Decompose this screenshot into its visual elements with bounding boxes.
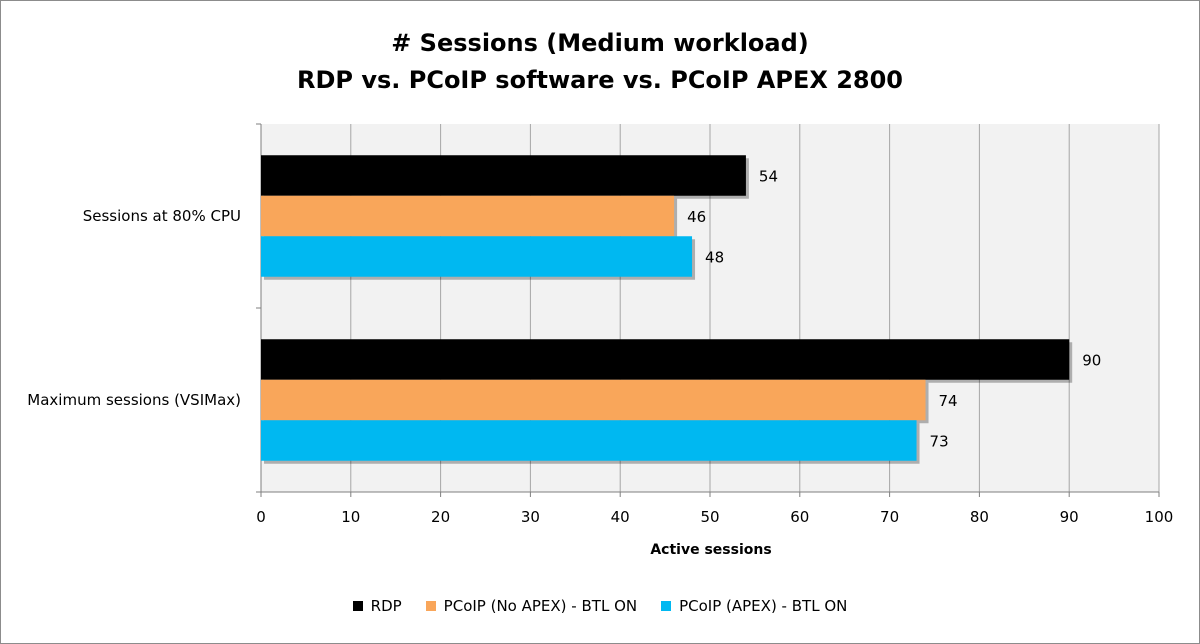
data-label: 54 [759,168,778,186]
x-tick-label: 60 [790,508,809,526]
legend-swatch [352,601,363,611]
x-tick-label: 10 [341,508,360,526]
legend-swatch [661,601,672,611]
bar [261,339,1070,380]
legend-item: PCoIP (APEX) - BTL ON [661,597,847,615]
bar [261,195,675,237]
x-tick-label: 0 [256,508,266,526]
chart-title-line2: RDP vs. PCoIP software vs. PCoIP APEX 28… [297,66,903,94]
bar [261,236,693,277]
category-label: Sessions at 80% CPU [83,207,241,225]
x-tick-label: 90 [1060,508,1079,526]
legend-item: PCoIP (No APEX) - BTL ON [425,597,638,615]
bar [261,420,917,461]
chart-title-line1: # Sessions (Medium workload) [391,29,809,57]
x-axis-title: Active sessions [650,542,771,558]
legend-label: RDP [370,597,402,615]
legend: RDP PCoIP (No APEX) - BTL ON PCoIP (APEX) … [0,597,1200,615]
data-label: 73 [930,433,949,451]
x-tick-label: 50 [700,508,719,526]
bar [261,379,926,421]
x-tick-label: 30 [521,508,540,526]
data-label: 90 [1082,352,1101,370]
legend-label: PCoIP (APEX) - BTL ON [679,597,848,615]
legend-item: RDP [352,597,402,615]
legend-label: PCoIP (No APEX) - BTL ON [443,597,638,615]
data-label: 46 [687,208,706,226]
x-tick-label: 40 [611,508,630,526]
x-tick-label: 100 [1145,508,1174,526]
bar [261,155,746,196]
x-tick-label: 80 [970,508,989,526]
legend-swatch [425,601,436,611]
category-label: Maximum sessions (VSIMax) [27,391,241,409]
x-tick-label: 20 [431,508,450,526]
data-label: 74 [939,392,958,410]
x-tick-label: 70 [880,508,899,526]
data-label: 48 [705,249,724,267]
plot-area: 0 10 20 30 40 50 60 70 80 90 100 Sessions at 80% CP… [27,123,1174,526]
